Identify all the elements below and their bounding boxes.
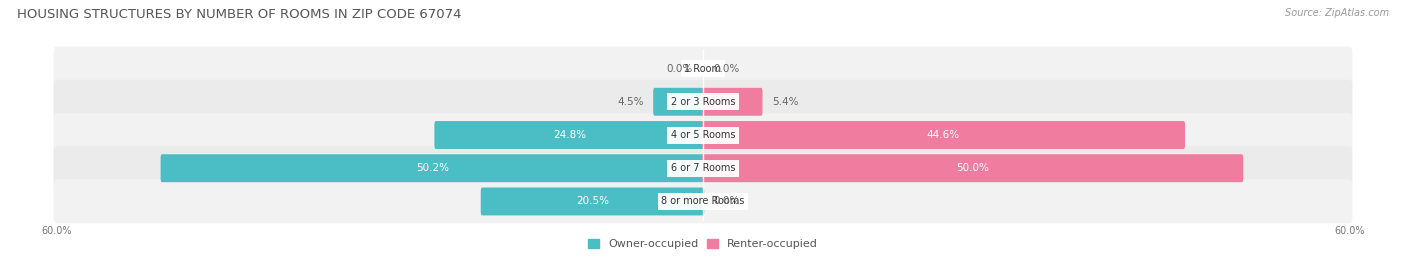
FancyBboxPatch shape: [53, 47, 1353, 90]
Text: HOUSING STRUCTURES BY NUMBER OF ROOMS IN ZIP CODE 67074: HOUSING STRUCTURES BY NUMBER OF ROOMS IN…: [17, 8, 461, 21]
Text: 50.0%: 50.0%: [956, 163, 988, 173]
FancyBboxPatch shape: [434, 121, 704, 149]
FancyBboxPatch shape: [160, 154, 704, 182]
Text: 8 or more Rooms: 8 or more Rooms: [661, 197, 745, 207]
FancyBboxPatch shape: [702, 121, 1185, 149]
Text: 5.4%: 5.4%: [772, 97, 799, 107]
Text: 44.6%: 44.6%: [927, 130, 960, 140]
FancyBboxPatch shape: [53, 80, 1353, 124]
Text: 50.2%: 50.2%: [416, 163, 449, 173]
FancyBboxPatch shape: [702, 88, 762, 116]
Text: Source: ZipAtlas.com: Source: ZipAtlas.com: [1285, 8, 1389, 18]
FancyBboxPatch shape: [53, 146, 1353, 190]
Text: 0.0%: 0.0%: [714, 63, 740, 73]
FancyBboxPatch shape: [654, 88, 704, 116]
Text: 0.0%: 0.0%: [714, 197, 740, 207]
FancyBboxPatch shape: [702, 154, 1243, 182]
Text: 4 or 5 Rooms: 4 or 5 Rooms: [671, 130, 735, 140]
Text: 0.0%: 0.0%: [666, 63, 692, 73]
Text: 20.5%: 20.5%: [576, 197, 609, 207]
FancyBboxPatch shape: [53, 113, 1353, 157]
Text: 2 or 3 Rooms: 2 or 3 Rooms: [671, 97, 735, 107]
FancyBboxPatch shape: [481, 187, 704, 215]
FancyBboxPatch shape: [53, 180, 1353, 223]
Text: 1 Room: 1 Room: [685, 63, 721, 73]
Legend: Owner-occupied, Renter-occupied: Owner-occupied, Renter-occupied: [583, 235, 823, 254]
Text: 24.8%: 24.8%: [553, 130, 586, 140]
Text: 4.5%: 4.5%: [617, 97, 644, 107]
Text: 6 or 7 Rooms: 6 or 7 Rooms: [671, 163, 735, 173]
